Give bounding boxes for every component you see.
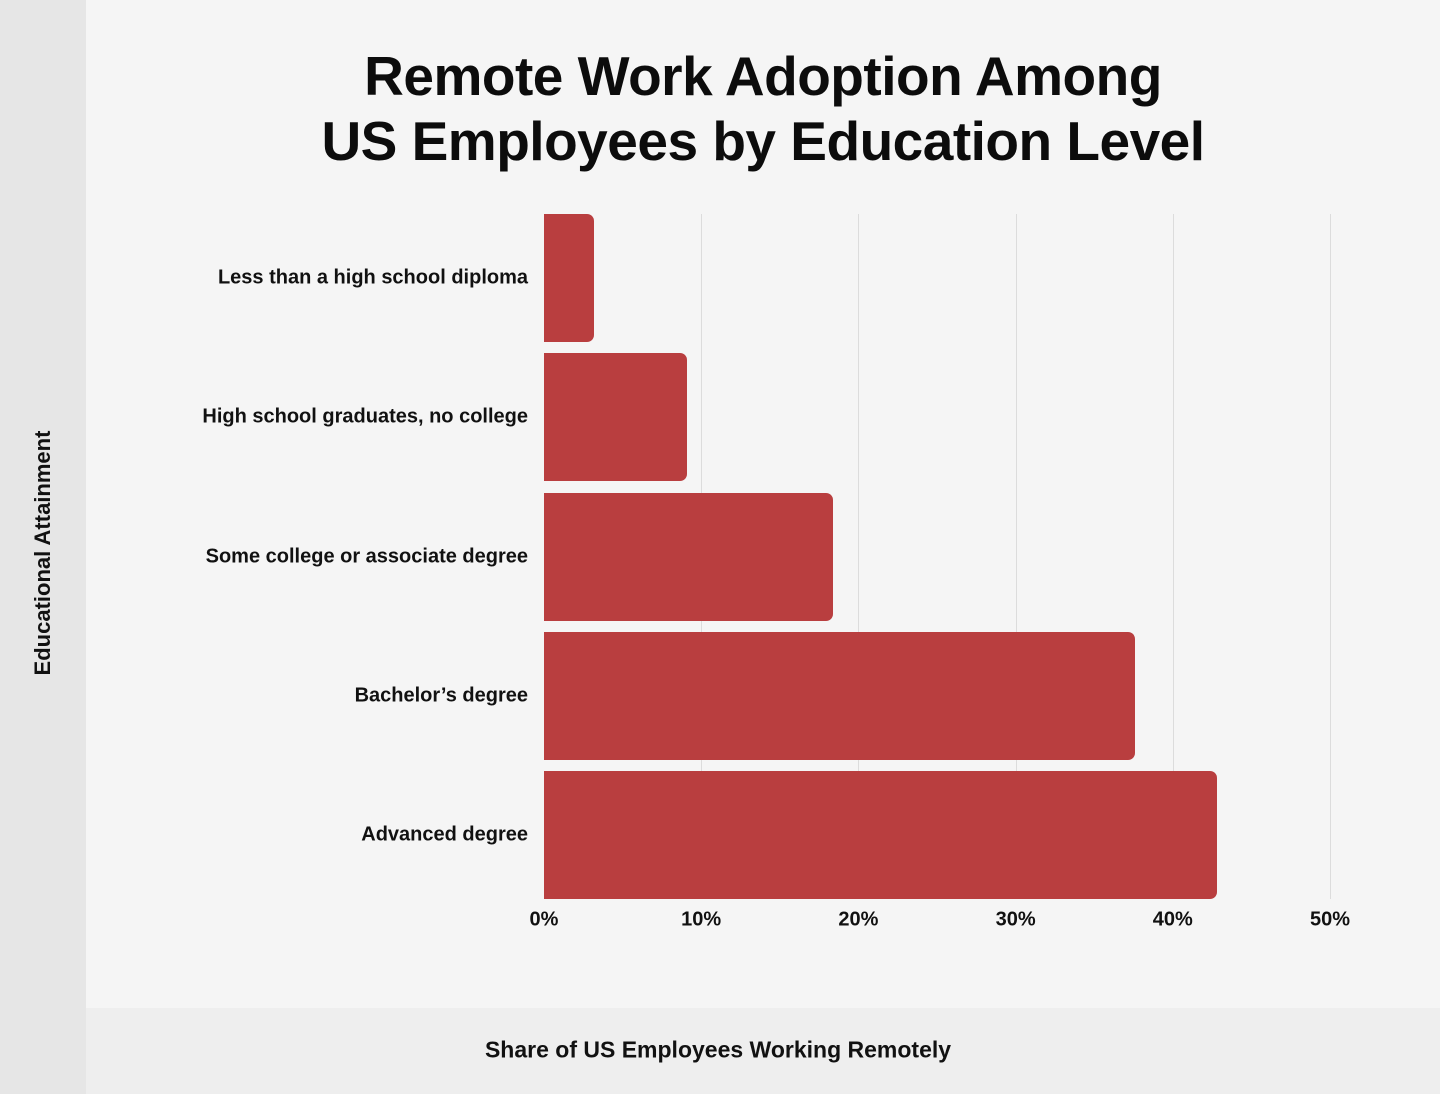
- category-label: High school graduates, no college: [202, 405, 528, 428]
- x-tick-label: 50%: [1309, 908, 1351, 931]
- x-tick-label: 20%: [838, 908, 879, 931]
- category-label: Bachelor’s degree: [354, 684, 528, 707]
- category-label: Less than a high school diploma: [217, 266, 528, 289]
- chart-title-line-2: US Employees by Education Level: [321, 110, 1205, 172]
- bar: [544, 631, 1136, 760]
- category-label: Some college or associate degree: [205, 545, 528, 567]
- chart-title-line-1: Remote Work Adoption Among: [364, 45, 1162, 107]
- y-axis-panel: [0, 0, 86, 1094]
- x-axis-title: Share of US Employees Working Remotely: [484, 1036, 952, 1063]
- bar: [544, 771, 1217, 899]
- gridline: [1172, 214, 1174, 899]
- chart-title: Remote Work Adoption Among US Employees …: [86, 44, 1440, 174]
- category-label: Advanced degree: [361, 823, 528, 846]
- x-axis-title-band: [86, 1008, 1440, 1094]
- x-tick-label: 0%: [529, 908, 559, 931]
- y-axis-title: Educational Attainment: [30, 430, 55, 676]
- x-tick-label: 30%: [995, 908, 1036, 931]
- bar: [544, 214, 595, 342]
- x-tick-label: 10%: [681, 908, 722, 931]
- x-axis-title-wrap: Share of US Employees Working Remotely: [0, 1037, 1440, 1064]
- gridline: [1015, 214, 1017, 899]
- plot-area: [544, 214, 1331, 899]
- gridline: [1330, 214, 1331, 899]
- gridline: [858, 214, 860, 899]
- bar: [544, 492, 834, 621]
- x-tick-label: 40%: [1152, 908, 1193, 931]
- bar: [544, 353, 688, 482]
